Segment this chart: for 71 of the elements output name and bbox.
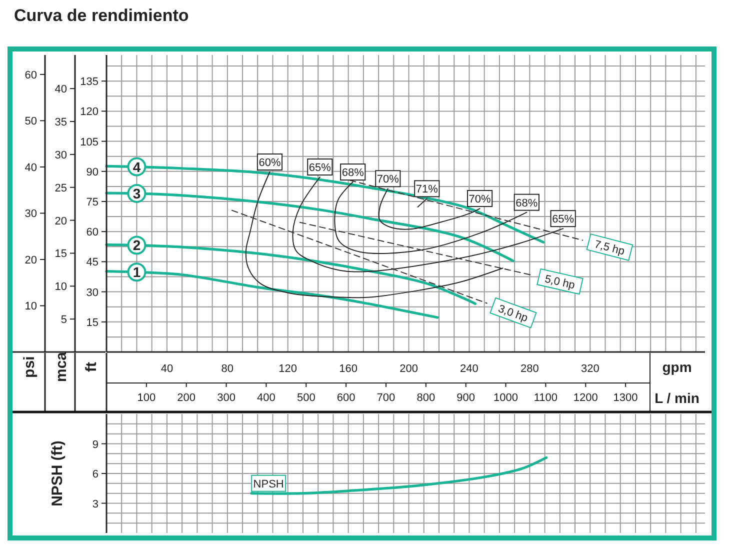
x2-axis-title: L / min	[654, 390, 700, 406]
y-axis-title: NPSH (ft)	[49, 440, 66, 506]
series-label: 1	[132, 264, 141, 280]
y-tick-label: 9	[92, 438, 98, 451]
y2-tick-label: 10	[54, 281, 67, 294]
y3-axis-title: psi	[21, 356, 38, 378]
y-axis-title: ft	[83, 362, 100, 372]
y2-tick-label: 25	[54, 182, 67, 194]
y2-tick-label: 40	[54, 84, 67, 96]
y2-axis-title: mca	[53, 351, 70, 382]
annotation: 70%	[468, 194, 492, 206]
x-axis-title: gpm	[662, 359, 692, 375]
y-tick-label: 60	[86, 226, 98, 239]
text: 3,0 hp	[496, 302, 530, 325]
text: 7,5 hp	[593, 238, 626, 258]
y3-tick-label: 60	[24, 69, 37, 82]
x-tick-label: 200	[400, 363, 418, 375]
y-tick-label: 15	[86, 316, 98, 329]
y-tick-label: 90	[86, 166, 98, 178]
x2-tick-label: 900	[456, 392, 476, 404]
y2-tick-label: 15	[54, 248, 67, 260]
x2-tick-label: 800	[416, 392, 436, 404]
x-tick-label: 40	[160, 363, 174, 375]
annotation: 68%	[516, 197, 538, 210]
x2-tick-label: 700	[376, 392, 396, 404]
text: 5,0 hp	[544, 273, 576, 292]
series-label: 71%	[416, 184, 438, 196]
y-tick-label: 120	[80, 106, 98, 118]
x2-tick-label: 500	[296, 392, 316, 404]
y3-tick-label: 20	[24, 254, 37, 266]
y-tick-label: 6	[92, 468, 98, 480]
series-label: 60%	[258, 156, 281, 169]
x2-tick-label: 1200	[573, 392, 598, 404]
x-tick-label: 320	[580, 363, 600, 375]
series-label: 70%	[376, 174, 400, 186]
x2-tick-label: 100	[137, 392, 156, 404]
series-label: 3	[132, 185, 141, 202]
y3-tick-label: 10	[24, 300, 37, 313]
y-tick-label: 105	[80, 136, 98, 148]
y-tick-label: 3	[92, 498, 98, 510]
x2-tick-label: 300	[217, 392, 236, 404]
series-label: 65%	[308, 162, 332, 174]
y2-tick-label: 35	[54, 116, 67, 129]
series-label: 4	[132, 158, 141, 175]
x2-tick-label: 1300	[613, 392, 638, 404]
y2-tick-label: 20	[54, 215, 67, 228]
chart-title: Curva de rendimiento	[14, 6, 189, 25]
y-tick-label: 30	[86, 286, 98, 299]
y2-tick-label: 5	[60, 314, 67, 326]
annotation: 65%	[552, 214, 574, 226]
x2-tick-label: 1000	[494, 392, 518, 404]
x-tick-label: 280	[520, 363, 539, 375]
y3-tick-label: 50	[24, 116, 37, 128]
y-tick-label: 135	[80, 76, 98, 88]
x2-tick-label: 1100	[534, 392, 558, 404]
series-label: NPSH	[253, 478, 284, 490]
series-label: 68%	[342, 167, 364, 180]
y3-tick-label: 40	[24, 162, 37, 174]
y-tick-label: 75	[86, 196, 98, 208]
x-tick-label: 80	[221, 363, 234, 375]
x-tick-label: 120	[278, 363, 298, 375]
y2-tick-label: 30	[54, 149, 67, 162]
x2-tick-label: 600	[336, 392, 356, 404]
y3-tick-label: 30	[24, 208, 37, 220]
y-tick-label: 45	[86, 256, 98, 269]
x-tick-label: 240	[460, 363, 478, 375]
line-series	[250, 456, 548, 495]
series-label: 2	[132, 237, 141, 254]
x-tick-label: 160	[339, 363, 358, 375]
x2-tick-label: 400	[257, 392, 276, 404]
x2-tick-label: 200	[177, 392, 196, 404]
